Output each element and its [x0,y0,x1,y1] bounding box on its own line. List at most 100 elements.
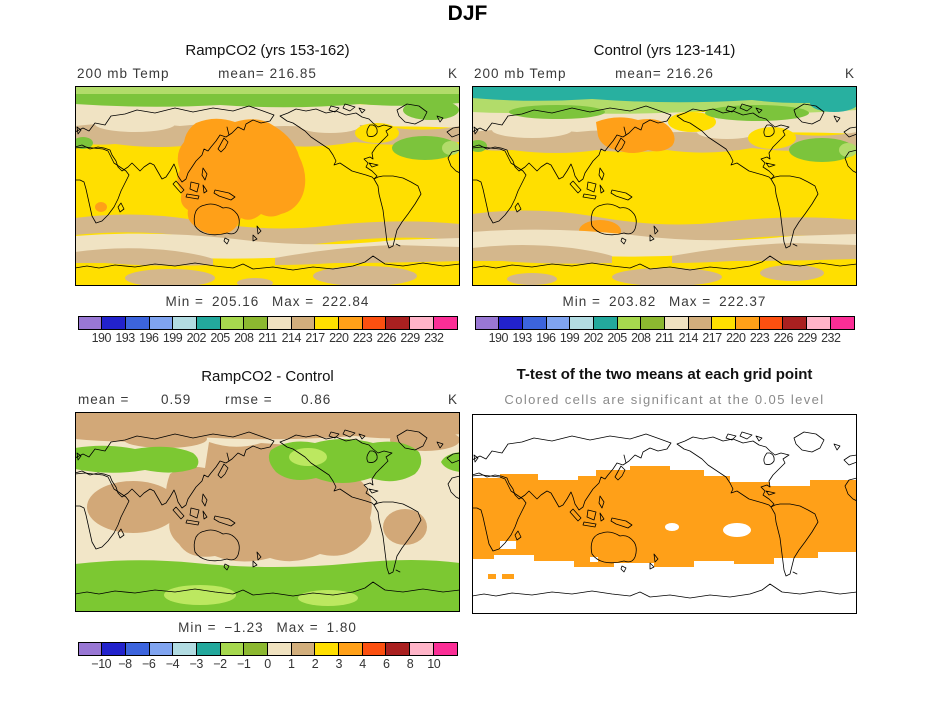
mean-value: 0.59 [161,392,192,407]
colorbar-tick-label: 1 [288,657,295,671]
colorbar-cell [521,317,546,329]
colorbar-cell [664,317,688,329]
colorbar-tick-label: 205 [607,331,627,345]
colorbar-cell [409,317,433,329]
panel-rampco2-title: RampCO2 (yrs 153-162) [185,42,350,59]
colorbar-cell [687,317,712,329]
colorbar-tick-label: 226 [773,331,794,345]
colorbar-tick-label: 205 [210,331,230,345]
colorbar-cell [195,643,220,655]
colorbar-cell [314,317,339,329]
colorbar-cell [219,643,244,655]
colorbar-tick-label: 196 [139,331,159,345]
colorbar-tick-label: 208 [631,331,651,345]
colorbar-tick-label: 226 [376,331,397,345]
figure-title: DJF [447,2,488,25]
colorbar-tick-label: 214 [678,331,699,345]
colorbar-cell [267,317,291,329]
temp-colorbar [474,316,855,330]
colorbar-tick-label: 8 [406,657,414,671]
map-difference [75,412,460,612]
colorbar-cell [148,643,173,655]
colorbar-tick-label: 220 [726,331,746,345]
colorbar-cell [432,317,457,329]
diff-colorbar [77,642,458,656]
colorbar-cell [758,317,783,329]
panel-rampco2-stats: 200 mb Temp mean= 216.85 K [75,64,460,86]
panel-difference: RampCO2 - Control mean = 0.59 rmse = 0.8… [75,368,460,673]
colorbar-tick-label: 2 [311,657,319,671]
colorbar-cell [592,317,617,329]
colorbar-cell [195,317,220,329]
field-label: 200 mb Temp [77,66,170,81]
colorbar-cell [290,317,315,329]
rmse-value: 0.86 [301,392,332,407]
colorbar-cell [361,317,386,329]
colorbar-cell [385,643,410,655]
colorbar-cell [78,317,102,329]
colorbar-tick-label: −2 [213,657,227,671]
colorbar-tick-label: 190 [488,331,509,345]
mean-label: mean = [78,392,130,407]
panel-rampco2: RampCO2 (yrs 153-162) 200 mb Temp mean= … [75,42,460,347]
colorbar-cell [243,643,267,655]
colorbar-tick-label: 211 [655,331,674,345]
colorbar-tick-label: 232 [821,331,841,345]
colorbar-tick-label: 217 [305,331,325,345]
field-label: 200 mb Temp [474,66,567,81]
colorbar-tick-label: 211 [258,331,277,345]
colorbar-tick-label: 229 [400,331,420,345]
colorbar-tick-label: 202 [583,331,604,345]
colorbar-cell [243,317,267,329]
panel-control-stats: 200 mb Temp mean= 216.26 K [472,64,857,86]
mean-stat: mean= 216.26 [615,66,714,81]
colorbar-cell [361,643,386,655]
colorbar-tick-label: 208 [234,331,254,345]
colorbar-cell [101,643,125,655]
colorbar-cell [475,317,499,329]
colorbar-cell [172,317,196,329]
colorbar-tick-label: 196 [536,331,556,345]
panel-ttest: T-test of the two means at each grid poi… [472,366,857,614]
colorbar-tick-label: 193 [512,331,532,345]
colorbar-cell [78,643,102,655]
colorbar-cell [498,317,522,329]
panel-difference-stats: mean = 0.59 rmse = 0.86 K [75,390,460,412]
colorbar-tick-label: 217 [702,331,722,345]
colorbar-cell [616,317,641,329]
colorbar-tick-label: 223 [749,331,770,345]
colorbar-tick-label: 4 [359,657,366,671]
colorbar-tick-label: 190 [91,331,112,345]
colorbar-cell [219,317,244,329]
map-ttest [472,414,857,614]
colorbar-tick-label: 3 [335,657,343,671]
colorbar-cell [338,643,362,655]
minmax-control: Min = 203.82 Max = 222.37 [562,294,767,309]
colorbar-tick-label: 214 [281,331,302,345]
panel-ttest-title: T-test of the two means at each grid poi… [516,366,813,383]
colorbar-cell [101,317,125,329]
panel-control: Control (yrs 123-141) 200 mb Temp mean= … [472,42,857,347]
colorbar-tick-label: 0 [264,657,271,671]
colorbar-tick-label: −1 [237,657,251,671]
colorbar-tick-label: −3 [189,657,204,671]
colorbar-cell [711,317,736,329]
colorbar-cell [148,317,173,329]
panel-difference-title: RampCO2 - Control [201,368,334,385]
colorbar-tick-label: 6 [383,657,390,671]
unit-label: K [447,392,458,407]
colorbar-cell [124,317,149,329]
colorbar-cell [545,317,570,329]
colorbar-tick-label: 193 [115,331,135,345]
colorbar-cell [829,317,854,329]
map-control [472,86,857,286]
colorbar-cell [640,317,664,329]
colorbar-tick-label: −8 [118,657,132,671]
colorbar-cell [172,643,196,655]
temp-colorbar-labels: 190 193 196 199 202 205 208 211 214 217 220 223 226 2… [475,331,855,347]
unit-label: K [844,66,855,81]
panel-control-title: Control (yrs 123-141) [593,42,736,59]
colorbar-cell [735,317,759,329]
rmse-label: rmse = [225,392,273,407]
